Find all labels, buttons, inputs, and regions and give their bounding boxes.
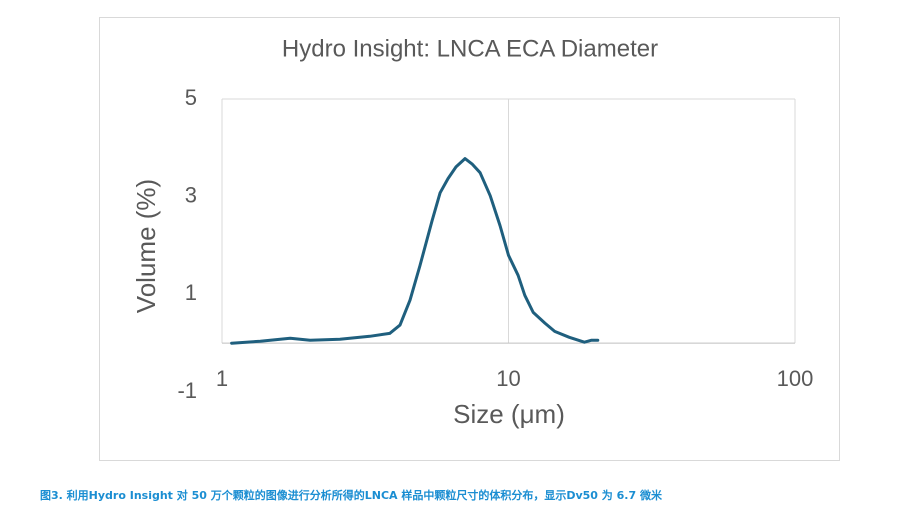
chart: Hydro Insight: LNCA ECA Diameter Volume … (99, 17, 840, 461)
x-tick-label: 1 (216, 366, 228, 391)
y-tick-label: 5 (185, 85, 197, 110)
y-tick-label: -1 (177, 378, 197, 403)
caption: 图3. 利用Hydro Insight 对 50 万个颗粒的图像进行分析所得的L… (40, 489, 662, 502)
y-axis-label: Volume (%) (131, 179, 161, 313)
x-axis-label: Size (μm) (453, 399, 565, 429)
y-tick-label: 1 (185, 280, 197, 305)
chart-title: Hydro Insight: LNCA ECA Diameter (282, 35, 658, 62)
data-line (230, 157, 600, 345)
chart-frame (99, 17, 840, 461)
x-tick-label: 10 (496, 366, 520, 391)
x-tick-label: 100 (777, 366, 814, 391)
y-tick-label: 3 (185, 182, 197, 207)
